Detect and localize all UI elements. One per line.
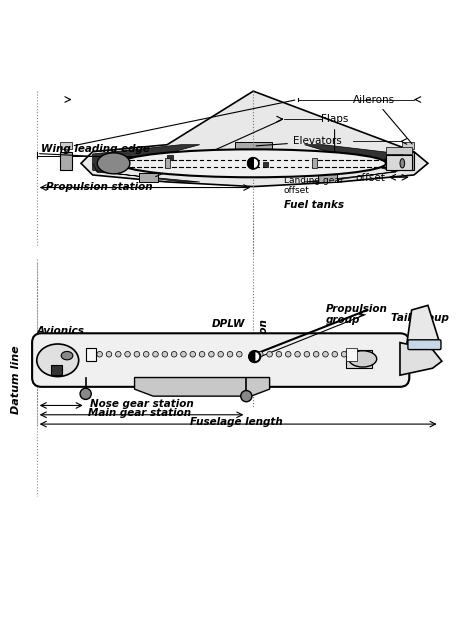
Circle shape	[80, 388, 91, 399]
Circle shape	[190, 352, 196, 357]
Circle shape	[144, 352, 149, 357]
Text: Nose gear station: Nose gear station	[91, 399, 194, 409]
Ellipse shape	[61, 352, 73, 360]
Circle shape	[313, 352, 319, 357]
Circle shape	[181, 352, 186, 357]
Text: offset: offset	[356, 174, 386, 184]
Polygon shape	[81, 91, 428, 187]
Circle shape	[97, 352, 102, 357]
Polygon shape	[92, 144, 200, 172]
Circle shape	[323, 352, 328, 357]
Circle shape	[237, 352, 242, 357]
Circle shape	[116, 352, 121, 357]
Polygon shape	[304, 144, 402, 172]
Bar	[86, 348, 96, 361]
Bar	[402, 143, 414, 149]
Text: Ailerons: Ailerons	[354, 94, 412, 144]
Polygon shape	[249, 351, 255, 362]
Ellipse shape	[97, 153, 130, 174]
Circle shape	[248, 157, 259, 169]
Bar	[60, 143, 72, 149]
Circle shape	[276, 352, 282, 357]
FancyBboxPatch shape	[32, 334, 409, 387]
Circle shape	[249, 351, 260, 362]
Bar	[235, 143, 272, 149]
Polygon shape	[407, 305, 439, 343]
Text: Landing gear
offset: Landing gear offset	[283, 176, 343, 195]
Ellipse shape	[120, 149, 386, 177]
Circle shape	[199, 352, 205, 357]
Bar	[167, 156, 173, 160]
Circle shape	[227, 352, 233, 357]
Text: Fuselage length: Fuselage length	[191, 417, 283, 427]
Ellipse shape	[383, 157, 408, 170]
Text: CG position: CG position	[259, 319, 269, 386]
Circle shape	[209, 352, 214, 357]
Bar	[346, 348, 356, 361]
Polygon shape	[248, 157, 253, 169]
Circle shape	[332, 352, 337, 357]
Bar	[386, 148, 411, 154]
Text: Main gear station: Main gear station	[88, 408, 191, 418]
Text: DPLW: DPLW	[211, 319, 245, 339]
Circle shape	[218, 352, 224, 357]
Text: Propulsion station: Propulsion station	[46, 182, 153, 192]
Circle shape	[125, 352, 130, 357]
Text: Flaps: Flaps	[321, 114, 348, 175]
Text: Elevators: Elevators	[256, 136, 342, 146]
Bar	[319, 172, 337, 182]
Circle shape	[171, 352, 177, 357]
Bar	[263, 162, 268, 167]
Circle shape	[153, 352, 158, 357]
Text: Tail group: Tail group	[391, 313, 448, 337]
Text: Propulsion
group: Propulsion group	[326, 304, 387, 326]
Circle shape	[162, 352, 168, 357]
Bar	[165, 158, 171, 167]
FancyBboxPatch shape	[408, 340, 441, 350]
Bar	[51, 365, 63, 375]
Bar	[402, 152, 414, 171]
Polygon shape	[304, 163, 402, 182]
Bar	[386, 155, 411, 170]
Ellipse shape	[349, 351, 377, 367]
Circle shape	[257, 352, 263, 357]
Polygon shape	[135, 378, 270, 396]
Circle shape	[304, 352, 310, 357]
Circle shape	[134, 352, 140, 357]
Circle shape	[241, 391, 252, 402]
Circle shape	[106, 352, 112, 357]
Circle shape	[267, 352, 273, 357]
Ellipse shape	[37, 344, 79, 376]
Circle shape	[341, 352, 347, 357]
Bar	[60, 152, 72, 171]
Polygon shape	[400, 343, 442, 375]
Text: Fuel tanks: Fuel tanks	[283, 200, 344, 210]
Text: Wing leading edge: Wing leading edge	[41, 144, 150, 154]
Circle shape	[285, 352, 291, 357]
Text: Datum line: Datum line	[11, 345, 21, 414]
Bar	[346, 350, 372, 368]
Circle shape	[88, 352, 93, 357]
Ellipse shape	[400, 159, 405, 168]
Bar	[311, 158, 317, 167]
Polygon shape	[92, 163, 200, 182]
Text: Avionics: Avionics	[37, 326, 85, 366]
Bar	[139, 172, 158, 182]
Circle shape	[295, 352, 301, 357]
